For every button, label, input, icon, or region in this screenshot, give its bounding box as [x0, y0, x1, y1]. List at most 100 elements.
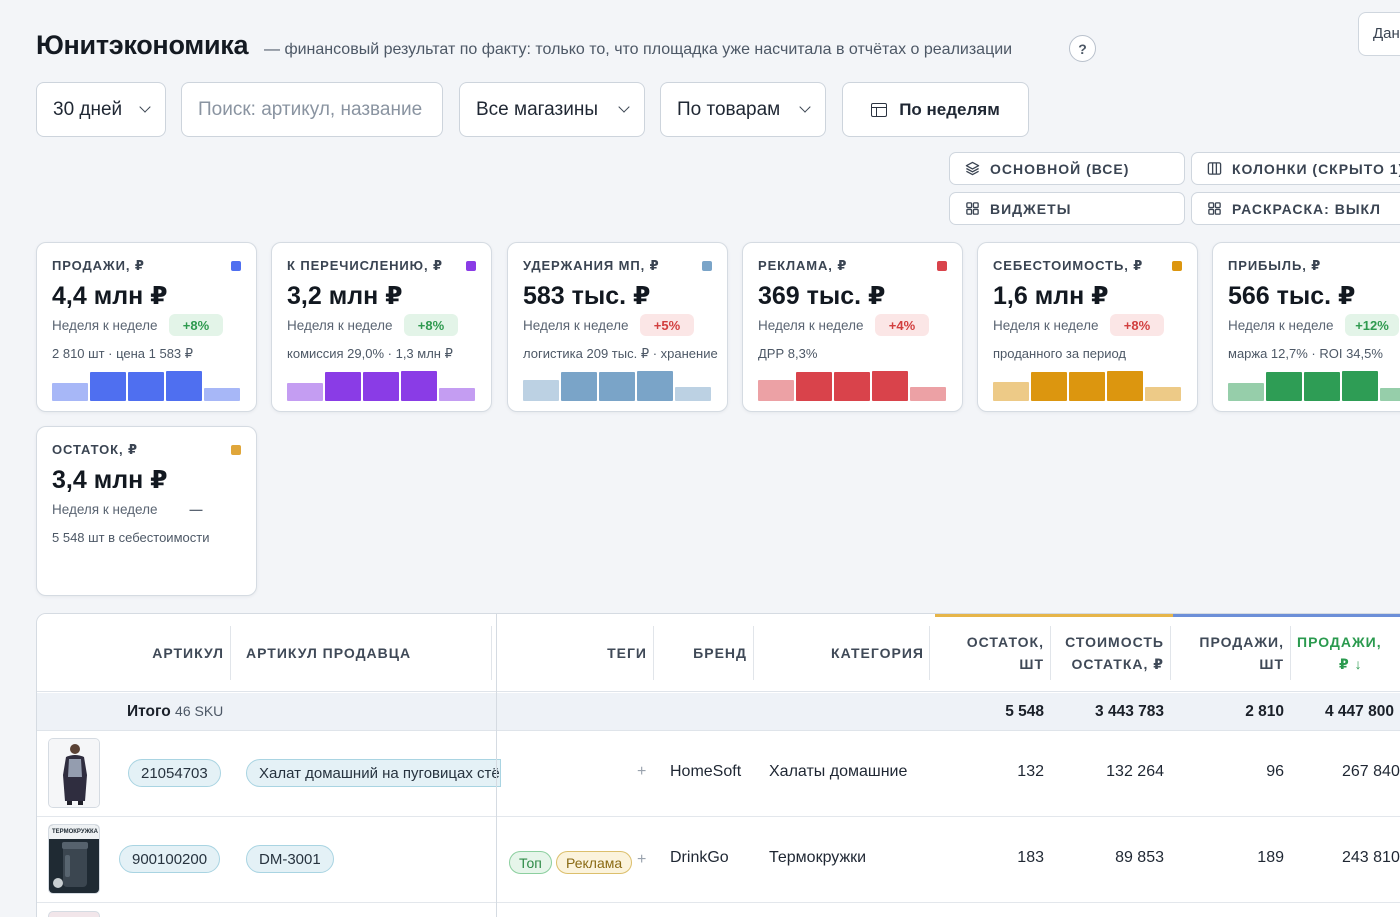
stock-qty-cell: 183: [1017, 849, 1044, 866]
coloring-label: РАСКРАСКА: ВЫКЛ: [1232, 200, 1381, 217]
kpi-card-bar[interactable]: [758, 380, 794, 401]
tag-ad[interactable]: Реклама: [556, 851, 633, 874]
column-sales-rub[interactable]: ПРОДАЖИ, ₽ ↓: [1297, 614, 1400, 692]
kpi-card[interactable]: ПРИБЫЛЬ, ₽ 566 тыс. ₽ Неделя к неделе +12% м…: [1212, 242, 1400, 412]
kpi-card-bar[interactable]: [872, 371, 908, 401]
chevron-down-icon: [139, 101, 151, 113]
kpi-card[interactable]: РЕКЛАМА, ₽ 369 тыс. ₽ Неделя к неделе +4% ДР…: [742, 242, 963, 412]
sales-qty-cell: 189: [1257, 849, 1284, 866]
kpi-card-bar[interactable]: [993, 382, 1029, 401]
column-sales-qty[interactable]: ПРОДАЖИ, ШТ: [1177, 614, 1284, 692]
kpi-card-bar[interactable]: [204, 388, 240, 401]
kpi-card-bar[interactable]: [128, 372, 164, 401]
kpi-card-bar[interactable]: [439, 388, 475, 401]
kpi-card[interactable]: СЕБЕСТОИМОСТЬ, ₽ 1,6 млн ₽ Неделя к неделе…: [977, 242, 1198, 412]
help-icon[interactable]: ?: [1069, 35, 1096, 62]
grid-icon: [1208, 202, 1221, 215]
grouping-select[interactable]: По товарам: [660, 82, 826, 137]
kpi-card-delta-badge: +8%: [404, 314, 458, 336]
product-thumbnail[interactable]: [48, 911, 100, 917]
column-stock-qty-line1: ОСТАТОК,: [966, 634, 1044, 650]
coloring-button[interactable]: РАСКРАСКА: ВЫКЛ: [1191, 192, 1400, 225]
kpi-card-bar[interactable]: [1107, 371, 1143, 401]
kpi-card-color-marker: [937, 261, 947, 271]
column-brand[interactable]: БРЕНД: [693, 645, 747, 661]
kpi-card-bar[interactable]: [796, 372, 832, 401]
kpi-card-bar[interactable]: [1145, 387, 1181, 401]
sales-qty-cell: 96: [1266, 763, 1284, 780]
period-select[interactable]: 30 дней: [36, 82, 166, 137]
kpi-card-bar[interactable]: [834, 372, 870, 401]
column-stock-cost[interactable]: СТОИМОСТЬ ОСТАТКА, ₽: [1057, 614, 1164, 692]
kpi-card-bar[interactable]: [1380, 388, 1400, 401]
kpi-card-details: ДРР 8,3%: [758, 346, 818, 361]
kpi-card-color-marker: [1172, 261, 1182, 271]
kpi-card-bar[interactable]: [561, 372, 597, 401]
kpi-card-bar[interactable]: [1304, 372, 1340, 401]
kpi-card-bar[interactable]: [401, 371, 437, 401]
kpi-card[interactable]: УДЕРЖАНИЯ МП, ₽ 583 тыс. ₽ Неделя к неделе…: [507, 242, 728, 412]
kpi-card-bar[interactable]: [1342, 371, 1378, 401]
total-row: Итого 46 SKU 5 548 3 443 783 2 810 4 447…: [37, 693, 1400, 731]
column-stock-qty[interactable]: ОСТАТОК, ШТ: [937, 614, 1044, 692]
column-tags[interactable]: ТЕГИ: [607, 645, 647, 661]
kpi-card[interactable]: К ПЕРЕЧИСЛЕНИЮ, ₽ 3,2 млн ₽ Неделя к недел…: [271, 242, 492, 412]
store-select[interactable]: Все магазины: [459, 82, 645, 137]
kpi-card-bar[interactable]: [52, 383, 88, 401]
kpi-card-color-marker: [231, 261, 241, 271]
column-separator: [230, 626, 231, 680]
interval-button[interactable]: По неделям: [842, 82, 1029, 137]
column-category[interactable]: КАТЕГОРИЯ: [831, 645, 924, 661]
stock-cost-cell: 132 264: [1106, 763, 1164, 780]
bathrobe-image-icon: [49, 739, 99, 807]
kpi-card-bar[interactable]: [325, 372, 361, 401]
kpi-card-bar[interactable]: [523, 380, 559, 401]
chevron-down-icon: [618, 101, 630, 113]
kpi-card[interactable]: ПРОДАЖИ, ₽ 4,4 млн ₽ Неделя к неделе +8% 2 8…: [36, 242, 257, 412]
add-tag-icon[interactable]: +: [637, 763, 647, 780]
table-row[interactable]: 21054703 Халат домашний на пуговицах стё…: [37, 731, 1400, 817]
view-main-button[interactable]: ОСНОВНОЙ (ВСЕ): [949, 152, 1185, 185]
column-seller-article[interactable]: АРТИКУЛ ПРОДАВЦА: [246, 645, 412, 661]
column-sales-rub-line1: ПРОДАЖИ,: [1297, 634, 1382, 650]
kpi-card-value: 3,2 млн ₽: [287, 282, 403, 310]
search-field[interactable]: [181, 82, 443, 137]
kpi-card[interactable]: ОСТАТОК, ₽ 3,4 млн ₽ Неделя к неделе — 5 548…: [36, 426, 257, 596]
data-button[interactable]: Дан: [1358, 12, 1400, 56]
kpi-card-bar[interactable]: [637, 371, 673, 401]
product-thumbnail[interactable]: [48, 738, 100, 808]
seller-article-pill[interactable]: Халат домашний на пуговицах стёганый: [246, 759, 501, 787]
column-sales-qty-line2: ШТ: [1259, 656, 1284, 672]
kpi-card-bar[interactable]: [166, 371, 202, 401]
column-separator: [1170, 626, 1171, 680]
kpi-card-bar[interactable]: [287, 383, 323, 401]
kpi-card-bar[interactable]: [599, 372, 635, 401]
columns-button[interactable]: КОЛОНКИ (СКРЫТО 1): [1191, 152, 1400, 185]
frozen-columns-divider: [496, 614, 497, 917]
seller-article-pill[interactable]: DM-3001: [246, 845, 334, 873]
page-subtitle: — финансовый результат по факту: только …: [264, 41, 1013, 58]
kpi-card-bar[interactable]: [675, 387, 711, 401]
page-title: Юнитэкономика: [36, 30, 249, 60]
kpi-card-bar[interactable]: [1069, 372, 1105, 401]
kpi-card-bar[interactable]: [910, 387, 946, 401]
brand-cell: DrinkGo: [670, 849, 729, 866]
product-thumbnail[interactable]: ТЕРМОКРУЖКА: [48, 824, 100, 894]
kpi-card-bar[interactable]: [1228, 383, 1264, 401]
article-pill[interactable]: 21054703: [128, 759, 221, 787]
article-pill[interactable]: 900100200: [119, 845, 221, 873]
kpi-card-sparkbars: [52, 553, 242, 585]
tag-top[interactable]: Топ: [509, 851, 552, 874]
column-article[interactable]: АРТИКУЛ: [152, 645, 224, 661]
search-input[interactable]: [198, 98, 426, 121]
kpi-card-delta-badge: +8%: [169, 314, 223, 336]
kpi-card-bar[interactable]: [363, 372, 399, 401]
kpi-card-bar[interactable]: [90, 372, 126, 401]
add-tag-icon[interactable]: +: [637, 851, 647, 868]
widgets-button[interactable]: ВИДЖЕТЫ: [949, 192, 1185, 225]
total-sales-qty: 2 810: [1245, 703, 1284, 720]
columns-icon: [1207, 162, 1222, 175]
kpi-card-bar[interactable]: [1031, 372, 1067, 401]
kpi-card-bar[interactable]: [1266, 372, 1302, 401]
table-row[interactable]: ТЕРМОКРУЖКА 900100200 DM-3001 Топ Реклам…: [37, 817, 1400, 903]
